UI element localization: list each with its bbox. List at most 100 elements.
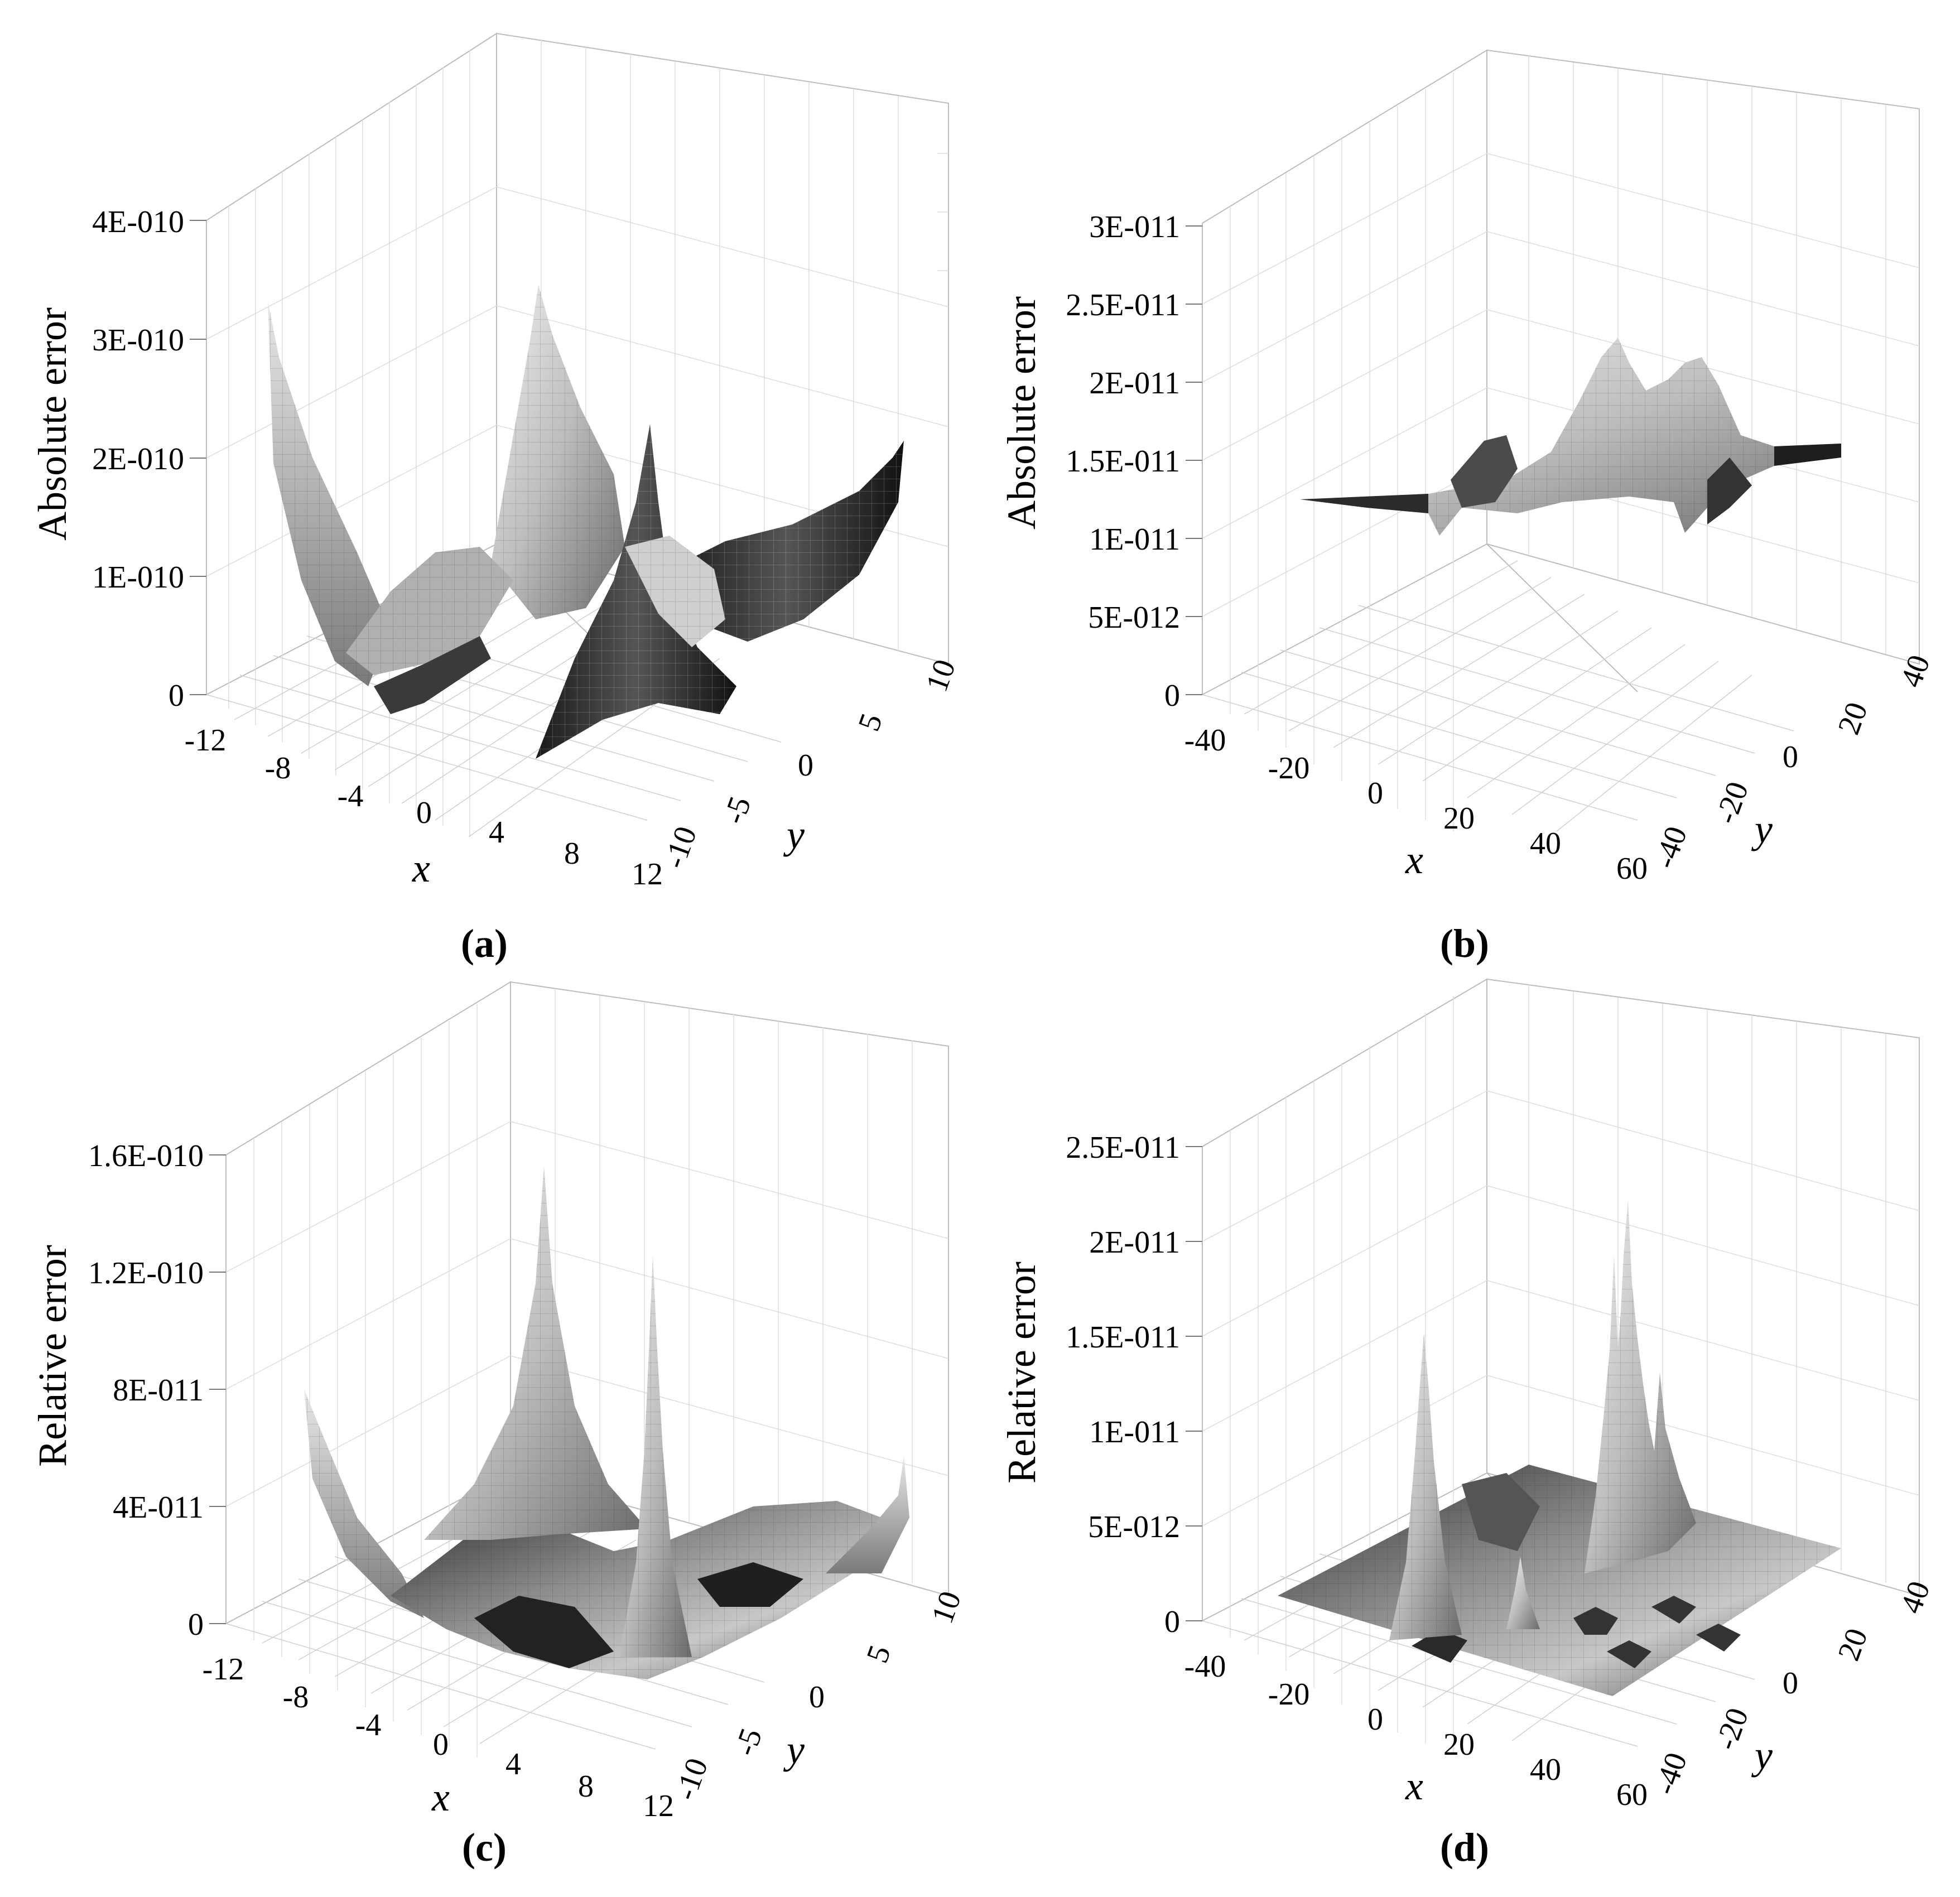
y-axis-label: y	[1751, 807, 1773, 851]
panel-a: 0 1E-010 2E-010 3E-010 4E-010 Absolute e…	[30, 32, 962, 966]
y-tick: 0	[798, 748, 813, 783]
y-axis-label: y	[1751, 1733, 1773, 1778]
z-axis-label: Relative error	[30, 1245, 75, 1467]
x-tick: 12	[643, 1789, 674, 1823]
x-tick: 60	[1616, 1778, 1648, 1812]
z-tick: 0	[168, 678, 184, 713]
x-tick: -40	[1184, 1649, 1226, 1684]
y-tick: 40	[1894, 651, 1937, 692]
y-tick: 5	[860, 1641, 898, 1668]
x-tick: 0	[1367, 1702, 1383, 1737]
z-tick: 4E-011	[113, 1490, 204, 1525]
x-tick: 0	[433, 1727, 449, 1762]
z-tick: 8E-011	[113, 1373, 204, 1408]
y-tick: 0	[809, 1680, 825, 1715]
x-tick: -4	[338, 779, 364, 813]
panel-caption: (c)	[462, 1825, 507, 1870]
x-tick: 20	[1443, 801, 1475, 836]
x-tick: -20	[1268, 751, 1310, 786]
x-tick: 0	[416, 796, 432, 830]
panel-b-y-ticks: -40 -20 0 20 40	[1647, 651, 1937, 873]
z-tick: 1.5E-011	[1066, 444, 1180, 479]
z-tick: 2E-011	[1089, 1225, 1180, 1260]
panel-a-x-ticks: -12 -8 -4 0 4 8 12	[185, 723, 663, 892]
panel-c-gridlines	[225, 989, 949, 1758]
panel-b-floor-grid	[1202, 560, 1794, 832]
y-tick: 5	[851, 709, 889, 736]
x-tick: -8	[283, 1680, 309, 1715]
x-tick: 8	[564, 836, 580, 871]
x-tick: 20	[1443, 1727, 1475, 1762]
x-tick: -4	[355, 1708, 382, 1742]
z-tick: 3E-010	[92, 323, 184, 358]
panel-c: 0 4E-011 8E-011 1.2E-010 1.6E-010 Relati…	[30, 981, 968, 1870]
x-tick: 4	[505, 1747, 521, 1782]
panel-d: 0 5E-012 1E-011 1.5E-011 2E-011 2.5E-011…	[999, 978, 1937, 1870]
y-tick: -40	[1647, 822, 1694, 873]
y-tick: 40	[1894, 1577, 1937, 1618]
x-tick: 60	[1616, 851, 1648, 886]
y-tick: -10	[668, 1754, 715, 1804]
x-tick: -12	[185, 723, 227, 758]
z-tick: 2E-011	[1089, 366, 1180, 401]
z-tick: 2E-010	[92, 442, 184, 476]
y-tick: 10	[919, 655, 962, 696]
z-tick: 3E-011	[1089, 210, 1180, 244]
x-tick: -12	[203, 1652, 244, 1687]
y-axis-label: y	[783, 812, 805, 857]
panel-b-surface	[1300, 338, 1841, 536]
panel-b-z-ticks: 0 5E-012 1E-011 1.5E-011 2E-011 2.5E-011…	[1066, 210, 1180, 713]
panel-c-z-ticks: 0 4E-011 8E-011 1.2E-010 1.6E-010	[88, 1139, 204, 1642]
z-axis-label: Absolute error	[999, 296, 1044, 529]
z-tick: 0	[1164, 1605, 1180, 1639]
z-tick: 1E-011	[1089, 1415, 1180, 1450]
y-tick: -5	[716, 792, 758, 829]
panel-d-surface	[1278, 1200, 1841, 1696]
panel-d-x-ticks: -40 -20 0 20 40 60	[1184, 1649, 1648, 1812]
x-tick: -8	[265, 751, 291, 786]
z-tick: 4E-010	[92, 205, 184, 239]
panel-b-x-ticks: -40 -20 0 20 40 60	[1184, 723, 1648, 886]
x-axis-label: x	[1405, 1764, 1423, 1808]
z-tick: 1.2E-010	[88, 1256, 204, 1291]
panel-b: 0 5E-012 1E-011 1.5E-011 2E-011 2.5E-011…	[999, 49, 1937, 966]
panel-a-z-ticks: 0 1E-010 2E-010 3E-010 4E-010	[92, 205, 184, 713]
x-tick: -20	[1268, 1677, 1310, 1712]
z-tick: 2.5E-011	[1066, 1130, 1180, 1165]
y-tick: 0	[1783, 740, 1798, 774]
y-axis-label: y	[783, 1727, 805, 1772]
z-axis-label: Absolute error	[30, 307, 75, 541]
x-tick: 40	[1530, 1752, 1561, 1787]
y-tick: -20	[1708, 777, 1755, 828]
x-axis-label: x	[431, 1775, 450, 1819]
z-tick: 5E-012	[1088, 1510, 1180, 1544]
panel-caption: (b)	[1440, 921, 1489, 966]
x-tick: 4	[489, 815, 504, 850]
y-tick: -20	[1708, 1703, 1755, 1754]
z-tick: 1E-011	[1089, 522, 1180, 557]
panel-a-gridlines	[206, 40, 949, 837]
z-tick: 0	[188, 1607, 204, 1642]
panel-caption: (d)	[1440, 1825, 1489, 1870]
panel-d-gridlines	[1202, 985, 1920, 1755]
y-tick: -5	[728, 1724, 769, 1760]
z-tick: 1.6E-010	[88, 1139, 204, 1173]
z-tick: 0	[1164, 678, 1180, 713]
y-tick: -10	[657, 822, 704, 873]
panel-c-surface	[304, 1166, 909, 1679]
y-tick: -40	[1647, 1748, 1694, 1799]
y-tick: 20	[1831, 698, 1874, 739]
y-tick: 10	[925, 1587, 968, 1628]
x-axis-label: x	[412, 846, 430, 890]
z-tick: 5E-012	[1088, 600, 1180, 635]
panel-d-z-ticks: 0 5E-012 1E-011 1.5E-011 2E-011 2.5E-011	[1066, 1130, 1180, 1639]
x-tick: 40	[1530, 826, 1561, 861]
z-tick: 2.5E-011	[1066, 288, 1180, 322]
y-tick: 0	[1783, 1666, 1798, 1701]
x-axis-label: x	[1405, 837, 1423, 882]
x-tick: 8	[578, 1769, 594, 1804]
z-tick: 1E-010	[92, 560, 184, 595]
z-tick: 1.5E-011	[1066, 1320, 1180, 1355]
x-tick: 0	[1367, 776, 1383, 811]
